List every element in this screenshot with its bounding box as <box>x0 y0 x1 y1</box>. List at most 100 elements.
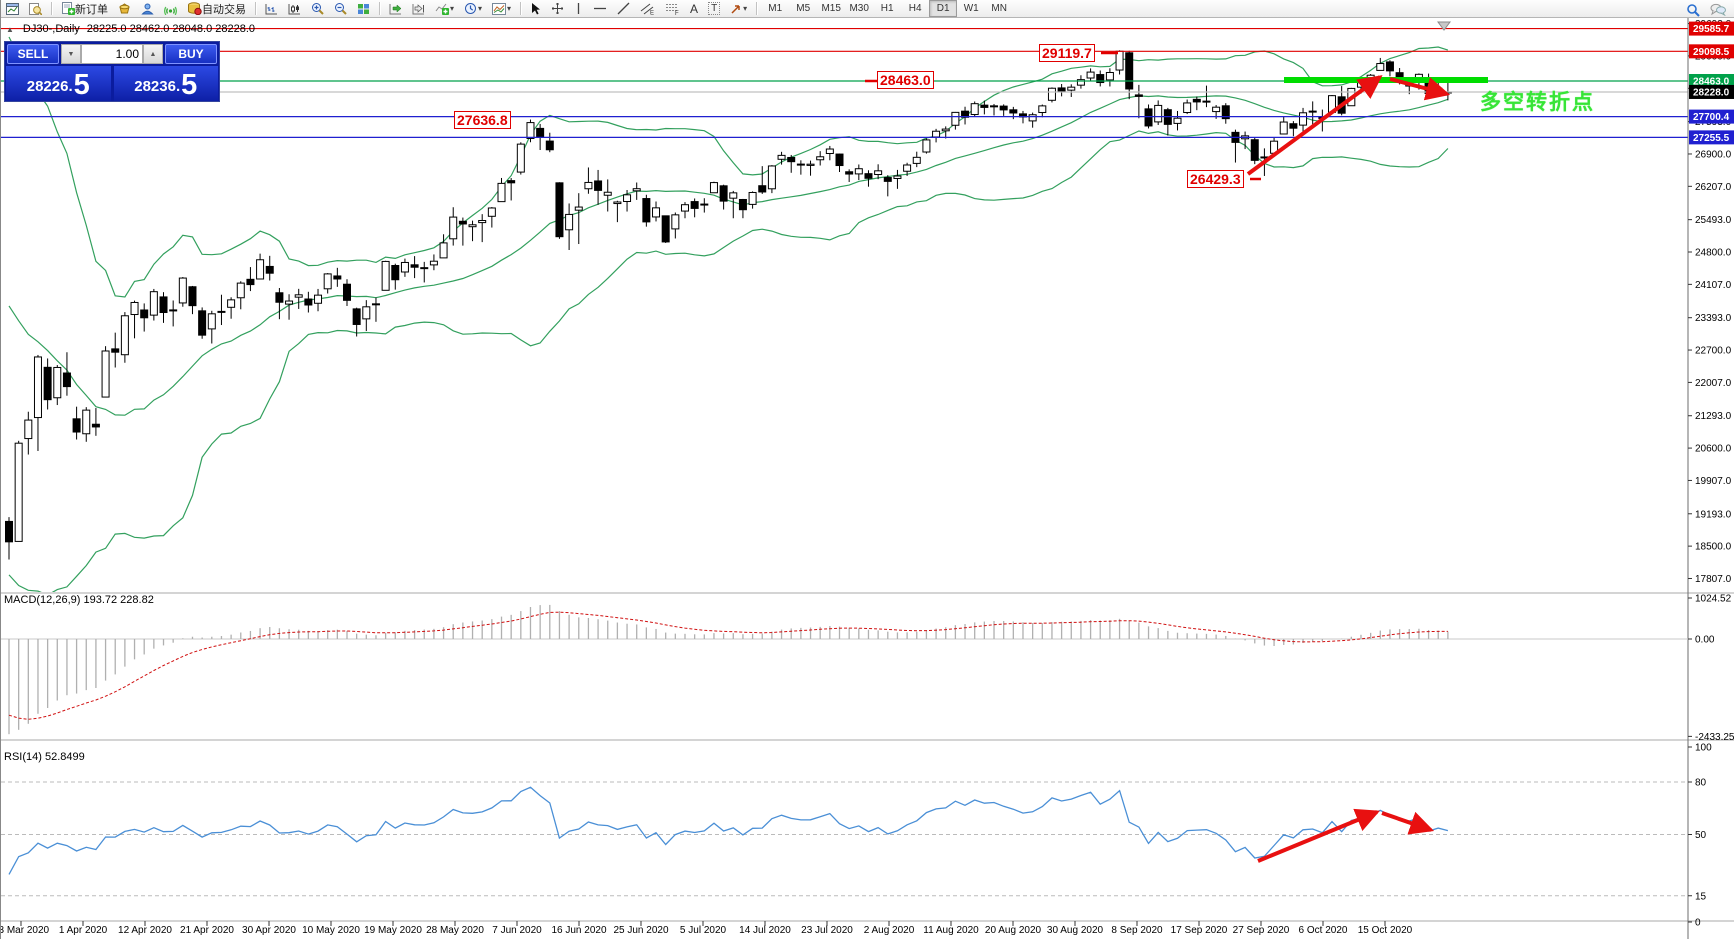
trend-arrow[interactable] <box>1381 811 1435 835</box>
candle <box>700 203 709 206</box>
chat-button[interactable] <box>1706 1 1730 18</box>
volume-decrease-button[interactable]: ▼ <box>61 44 81 64</box>
candle <box>1308 110 1317 113</box>
sell-price[interactable]: 28226. 5 <box>6 66 111 101</box>
candle <box>1028 114 1037 122</box>
text-label-icon: T <box>708 2 721 15</box>
rsi-tick-label: 80 <box>1695 778 1707 789</box>
rsi-tick-label: 50 <box>1695 830 1707 841</box>
timeframe-MN[interactable]: MN <box>991 3 1007 14</box>
price-callout[interactable]: 29119.7 <box>1039 44 1095 62</box>
date-label: 23 Jul 2020 <box>801 925 853 936</box>
price-callout[interactable]: 27636.8 <box>454 111 511 129</box>
candle <box>1173 117 1182 124</box>
zoom-in-icon <box>311 2 324 15</box>
fibonacci-tool-button[interactable]: F <box>661 0 684 17</box>
text-tool-button[interactable]: A <box>690 1 699 16</box>
price-axis[interactable]: 29693.029000.028307.027593.026900.026207… <box>1688 19 1734 929</box>
periods-button[interactable]: ▾ <box>460 0 486 17</box>
timeframe-M30[interactable]: M30 <box>849 3 869 14</box>
bar-chart-button[interactable] <box>261 0 282 17</box>
rsi-pane <box>1 781 1688 897</box>
channel-tool-button[interactable]: E <box>636 0 659 17</box>
cursor-tool-button[interactable] <box>526 0 545 17</box>
candle <box>1192 98 1201 103</box>
volume-input[interactable] <box>82 45 142 63</box>
bollinger-upper <box>8 36 1449 298</box>
candle <box>526 122 535 139</box>
indicators-button[interactable]: ▾ <box>431 0 458 17</box>
tile-windows-icon <box>357 3 370 15</box>
date-label: 30 Apr 2020 <box>242 925 296 936</box>
vertical-line-tool-button[interactable] <box>570 0 587 17</box>
candle <box>1221 105 1230 120</box>
candle <box>565 213 574 231</box>
timeframe-D1[interactable]: D1 <box>929 0 958 17</box>
date-axis[interactable]: 23 Mar 2020 1 Apr 2020 12 Apr 2020 21 Apr 2… <box>1 921 1413 936</box>
zoom-out-button[interactable] <box>330 0 351 17</box>
candle <box>613 201 622 205</box>
candle <box>729 192 738 199</box>
macd-pane <box>1 604 1688 735</box>
candle-chart-button[interactable] <box>284 0 305 17</box>
sell-button[interactable]: SELL <box>7 44 59 64</box>
candle <box>169 309 178 312</box>
text-label-tool-button[interactable]: T <box>704 0 724 17</box>
trend-arrows[interactable] <box>1246 75 1451 863</box>
new-chart-button[interactable] <box>2 0 23 17</box>
timeframe-W1[interactable]: W1 <box>963 3 979 14</box>
auto-scroll-button[interactable] <box>385 0 406 17</box>
note-annotation[interactable]: 多空转折点 <box>1480 91 1595 114</box>
price-badge-label: 28228.0 <box>1693 87 1730 98</box>
candle <box>787 156 796 163</box>
arrows-dropdown-caret: ▾ <box>743 4 748 13</box>
price-tick-label: 23393.0 <box>1695 313 1732 324</box>
candle <box>999 105 1008 111</box>
toolbar-separator <box>51 2 52 15</box>
buy-price[interactable]: 28236. 5 <box>113 66 218 101</box>
timeframe-M1[interactable]: M1 <box>768 3 783 14</box>
date-label: 6 Oct 2020 <box>1299 925 1348 936</box>
timeframe-H4[interactable]: H4 <box>908 3 922 14</box>
candle <box>709 182 718 194</box>
trend-arrow[interactable] <box>1257 808 1380 863</box>
arrows-tool-button[interactable]: ▾ <box>726 0 751 17</box>
timeframe-M15[interactable]: M15 <box>821 3 841 14</box>
date-label: 14 Jul 2020 <box>739 925 791 936</box>
new-order-button[interactable]: 新订单 <box>57 0 112 17</box>
candle <box>1154 104 1163 123</box>
one-click-collapse-icon[interactable]: ▲ <box>6 24 14 34</box>
candle <box>961 110 970 118</box>
candle <box>246 278 255 286</box>
trendline-tool-button[interactable] <box>613 0 634 17</box>
buy-button[interactable]: BUY <box>165 44 217 64</box>
zoom-in-button[interactable] <box>307 0 328 17</box>
horizontal-line-tool-button[interactable] <box>589 0 611 17</box>
chart-shift-button[interactable] <box>408 0 429 17</box>
timeframe-M5[interactable]: M5 <box>796 3 811 14</box>
supply-zone-bar[interactable] <box>1284 77 1488 83</box>
price-tick-label: 25493.0 <box>1695 215 1732 226</box>
date-label: 21 Apr 2020 <box>180 925 234 936</box>
experts-button[interactable] <box>137 0 158 17</box>
trend-arrow[interactable] <box>1246 75 1383 176</box>
timeframe-H1[interactable]: H1 <box>880 3 894 14</box>
trend-arrow[interactable] <box>1389 77 1451 101</box>
macd-tick-label: 1024.52 <box>1695 593 1732 604</box>
candle <box>111 348 120 353</box>
chart-window-icon <box>6 2 19 15</box>
auto-trading-button[interactable]: 自动交易 <box>183 0 250 17</box>
periods-dropdown-caret: ▾ <box>478 4 483 13</box>
tile-windows-button[interactable] <box>353 0 374 17</box>
chart-bucket-button[interactable] <box>114 0 135 17</box>
candle <box>980 104 989 108</box>
rsi-line <box>8 786 1449 875</box>
price-callout[interactable]: 28463.0 <box>877 71 934 89</box>
templates-button[interactable]: ▾ <box>488 0 515 17</box>
volume-increase-button[interactable]: ▲ <box>143 44 163 64</box>
search-button[interactable] <box>1682 1 1704 18</box>
price-callout[interactable]: 26429.3 <box>1187 170 1244 188</box>
profiles-button[interactable] <box>25 0 46 17</box>
crosshair-tool-button[interactable] <box>547 0 568 17</box>
signals-button[interactable] <box>160 0 181 17</box>
